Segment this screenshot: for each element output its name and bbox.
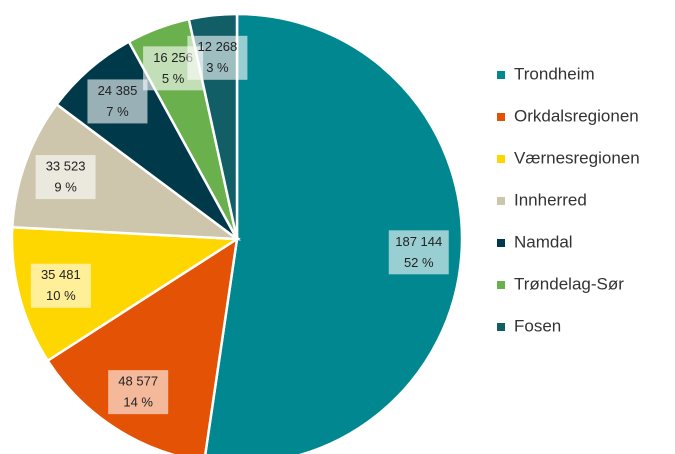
- data-label: 16 256: [153, 50, 193, 65]
- legend-label: Trøndelag-Sør: [514, 274, 624, 293]
- legend-label: Trondheim: [514, 64, 595, 83]
- slice: [10, 225, 241, 363]
- legend-label: Værnesregionen: [514, 148, 640, 167]
- legend-label: Namdal: [514, 232, 573, 251]
- legend-swatch: [497, 239, 505, 247]
- data-label: 12 268: [198, 39, 238, 54]
- slice: [204, 12, 464, 454]
- data-label-box: [187, 35, 248, 80]
- data-label: 48 577: [118, 374, 158, 389]
- legend-swatch: [497, 113, 505, 121]
- legend-swatch: [497, 197, 505, 205]
- legend-swatch: [497, 281, 505, 289]
- legend-label: Orkdalsregionen: [514, 106, 639, 125]
- data-label: 187 144: [395, 234, 442, 249]
- data-label: 33 523: [46, 158, 86, 173]
- data-label-box: [108, 370, 169, 415]
- data-label: 7 %: [106, 104, 129, 119]
- data-label: 14 %: [123, 395, 153, 410]
- data-label: 24 385: [98, 83, 138, 98]
- legend-swatch: [497, 155, 505, 163]
- data-label-box: [388, 230, 449, 275]
- data-label: 35 481: [41, 267, 81, 282]
- data-label: 3 %: [206, 60, 229, 75]
- data-label: 5 %: [162, 71, 185, 86]
- slice: [45, 236, 239, 454]
- legend-label: Innherred: [514, 190, 587, 209]
- slice: [10, 102, 242, 241]
- legend-swatch: [497, 323, 505, 331]
- data-label-box: [87, 79, 148, 124]
- data-label: 9 %: [54, 179, 77, 194]
- data-label: 10 %: [46, 288, 76, 303]
- legend-label: Fosen: [514, 316, 561, 335]
- data-label: 52 %: [404, 255, 434, 270]
- legend-swatch: [497, 71, 505, 79]
- data-label-box: [35, 155, 96, 200]
- data-label-box: [30, 263, 91, 308]
